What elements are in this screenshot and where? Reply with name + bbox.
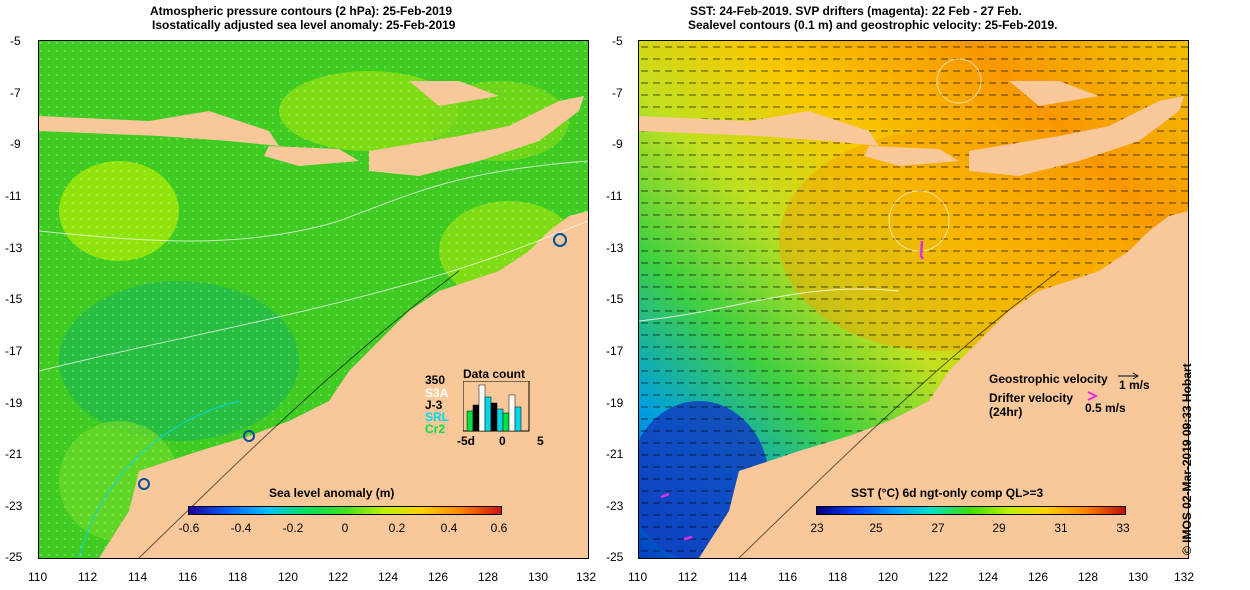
- right-lat-tick: -17: [606, 344, 624, 358]
- histogram-tick-5: 5: [537, 434, 544, 448]
- left-lat-tick: -23: [5, 499, 23, 513]
- left-lon-tick: 124: [378, 570, 399, 584]
- right-lat-tick: -19: [606, 396, 624, 410]
- left-lat-tick: -19: [5, 396, 23, 410]
- geostrophic-arrow-icon: [1118, 372, 1139, 380]
- left-lon-tick: 112: [78, 570, 98, 584]
- sst-tick-3: 29: [992, 521, 1006, 535]
- drifter-velocity-label: Drifter velocity: [989, 391, 1074, 405]
- left-lon-tick: 130: [528, 570, 549, 584]
- drifter-velocity-sub: (24hr): [989, 405, 1023, 419]
- drifter-arrow-icon: [1087, 391, 1099, 401]
- sla-tick-3: 0: [341, 521, 349, 535]
- left-lon-tick: 116: [178, 570, 198, 584]
- sla-colorbar-label: Sea level anomaly (m): [269, 486, 395, 500]
- right-lat-tick: -23: [606, 499, 624, 513]
- sst-tick-4: 31: [1054, 521, 1068, 535]
- right-lon-tick: 114: [728, 570, 748, 584]
- left-lon-tick: 110: [28, 570, 48, 584]
- sla-colorbar: [188, 506, 502, 515]
- sst-colorbar: [816, 506, 1126, 515]
- sst-colorbar-label: SST (°C) 6d ngt-only comp QL>=3: [851, 486, 1044, 500]
- data-count-max: 350: [425, 373, 446, 387]
- series-cr2: Cr2: [425, 422, 446, 436]
- right-lat-tick: -7: [612, 86, 623, 100]
- left-lon-tick: 126: [428, 570, 449, 584]
- right-lat-tick: -5: [612, 34, 623, 48]
- series-j3: J-3: [425, 398, 443, 412]
- sst-tick-1: 25: [869, 521, 883, 535]
- right-lon-tick: 112: [678, 570, 698, 584]
- right-lon-tick: 110: [628, 570, 648, 584]
- sla-tick-5: 0.4: [440, 521, 458, 535]
- sla-tick-4: 0.2: [388, 521, 406, 535]
- geostrophic-scale: 1 m/s: [1119, 378, 1150, 392]
- sea-level-anomaly-map: Data count 350 S3A J-3 SRL Cr2 -5d 0 5 S…: [38, 40, 589, 559]
- sst-tick-0: 23: [810, 521, 824, 535]
- sst-map: Geostrophic velocity 1 m/s Drifter veloc…: [638, 40, 1189, 559]
- left-lon-tick: 120: [278, 570, 299, 584]
- data-count-title: Data count: [463, 367, 526, 381]
- right-lat-tick: -9: [612, 137, 623, 151]
- right-lon-tick: 132: [1174, 570, 1195, 584]
- sla-tick-1: -0.4: [230, 521, 252, 535]
- left-lat-tick: -25: [5, 550, 23, 564]
- sst-tick-2: 27: [931, 521, 945, 535]
- series-s3a: S3A: [425, 386, 449, 400]
- sla-tick-0: -0.6: [178, 521, 200, 535]
- histogram-tick-minus5d: -5d: [457, 434, 475, 448]
- left-lat-tick: -11: [5, 189, 22, 203]
- left-lat-tick: -15: [5, 292, 23, 306]
- left-title-line2: Isostatically adjusted sea level anomaly…: [152, 18, 456, 32]
- left-lon-tick: 122: [328, 570, 349, 584]
- right-lon-tick: 130: [1128, 570, 1149, 584]
- left-lat-tick: -17: [5, 344, 23, 358]
- right-lat-tick: -13: [606, 241, 624, 255]
- data-count-histogram: [463, 381, 530, 432]
- right-lon-tick: 120: [878, 570, 899, 584]
- left-lon-tick: 114: [128, 570, 148, 584]
- right-lat-tick: -11: [606, 189, 623, 203]
- right-lon-tick: 128: [1078, 570, 1099, 584]
- sla-tick-6: 0.6: [490, 521, 508, 535]
- left-lat-tick: -21: [5, 447, 23, 461]
- sla-tick-2: -0.2: [282, 521, 304, 535]
- left-lat-tick: -13: [5, 241, 23, 255]
- imos-credit: © IMOS 02-Mar-2019 09:33 Hobart: [1180, 363, 1194, 555]
- left-lon-tick: 128: [478, 570, 499, 584]
- sst-tick-5: 33: [1116, 521, 1130, 535]
- sst-map-graphic: [639, 41, 1188, 558]
- left-lon-tick: 118: [228, 570, 248, 584]
- left-title-line1: Atmospheric pressure contours (2 hPa): 2…: [150, 4, 453, 18]
- right-lon-tick: 116: [778, 570, 798, 584]
- left-lon-tick: 132: [576, 570, 597, 584]
- right-lon-tick: 124: [978, 570, 999, 584]
- left-lat-tick: -7: [10, 86, 21, 100]
- right-lat-tick: -25: [606, 550, 624, 564]
- right-lat-tick: -15: [606, 292, 624, 306]
- right-lat-tick: -21: [606, 447, 624, 461]
- sla-map-graphic: [39, 41, 588, 558]
- series-srl: SRL: [425, 410, 449, 424]
- histogram-tick-0: 0: [499, 434, 506, 448]
- geostrophic-velocity-label: Geostrophic velocity: [989, 372, 1108, 386]
- right-lon-tick: 122: [928, 570, 949, 584]
- drifter-scale: 0.5 m/s: [1085, 401, 1126, 415]
- right-lon-tick: 126: [1028, 570, 1049, 584]
- right-title-line1: SST: 24-Feb-2019. SVP drifters (magenta)…: [690, 4, 1022, 18]
- left-lat-tick: -9: [10, 137, 21, 151]
- left-lat-tick: -5: [10, 34, 21, 48]
- right-title-line2: Sealevel contours (0.1 m) and geostrophi…: [688, 18, 1058, 32]
- right-lon-tick: 118: [828, 570, 848, 584]
